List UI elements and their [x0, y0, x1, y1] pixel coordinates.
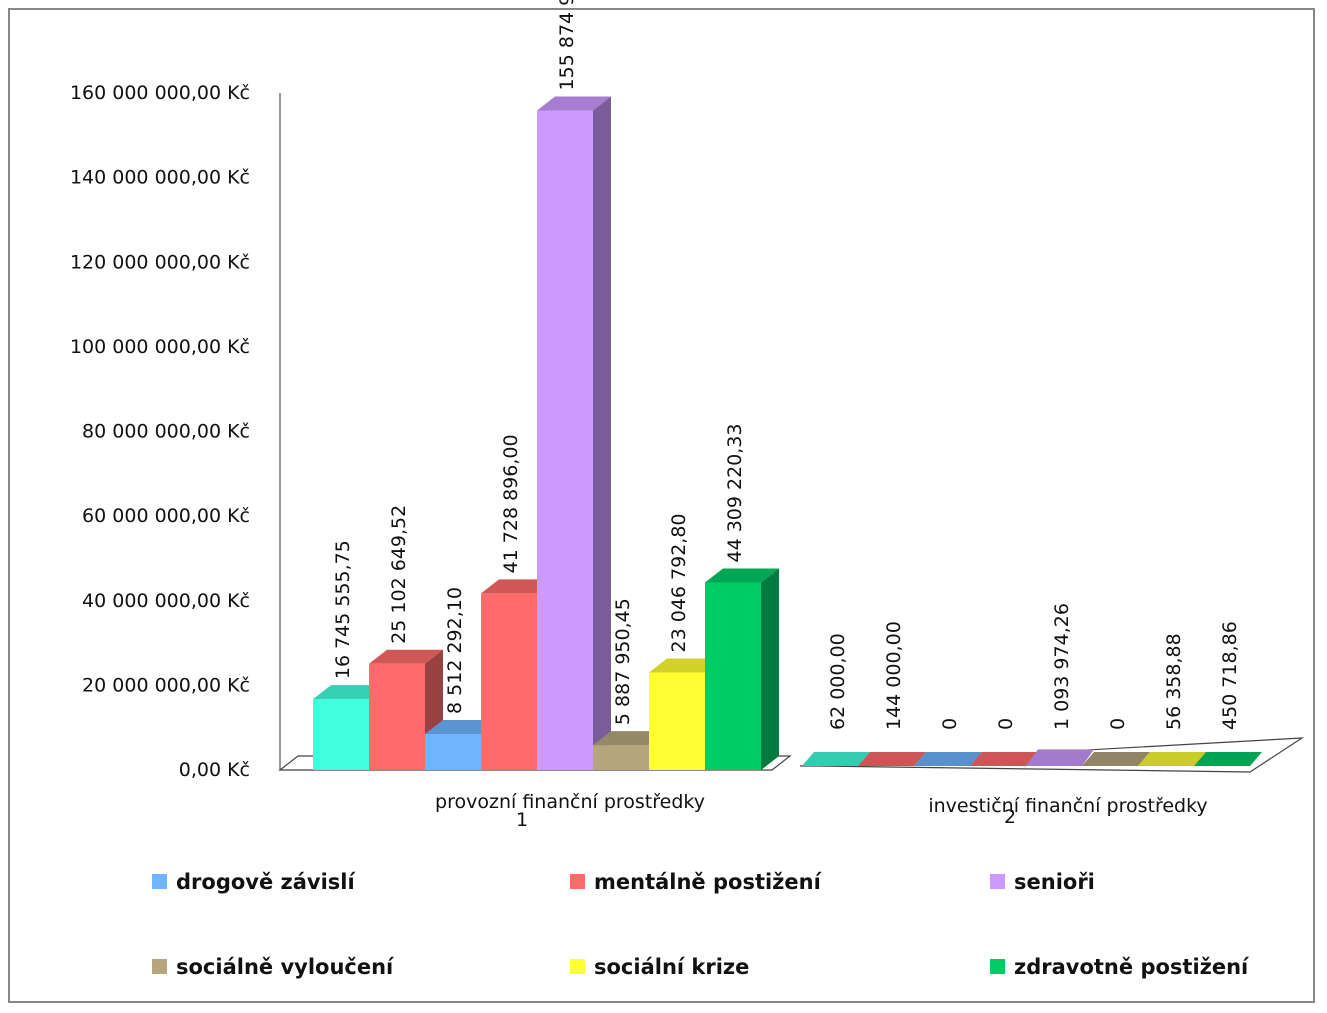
- data-label-cat2: 144 000,00: [883, 621, 905, 730]
- legend-item: sociální krize: [570, 955, 749, 979]
- bar-top: [313, 685, 387, 700]
- data-label-cat1: 5 887 950,45: [612, 598, 634, 725]
- data-label-cat2: 1 093 974,26: [1051, 603, 1073, 730]
- bar-cat2-series-5: [1082, 752, 1150, 766]
- bar-top: [369, 649, 443, 664]
- bar-cat1-series-4: [537, 96, 611, 771]
- bar-side: [593, 96, 611, 771]
- bar-front: [425, 733, 481, 770]
- bar-top: [858, 752, 926, 766]
- data-label-cat2: 56 358,88: [1163, 633, 1185, 730]
- legend-label: drogově závislí: [176, 870, 356, 894]
- legend-item: zdravotně postižení: [990, 955, 1250, 979]
- data-label-cat2: 0: [1107, 718, 1129, 730]
- data-label-cat1: 23 046 792,80: [668, 513, 690, 652]
- bar-top: [593, 731, 667, 746]
- bar-side: [761, 568, 779, 770]
- legend-swatch: [990, 874, 1005, 889]
- chart-frame: [8, 8, 1315, 1003]
- y-tick-label: 140 000 000,00 Kč: [70, 167, 250, 189]
- legend-item: mentálně postižení: [570, 870, 823, 894]
- bar-cat1-series-7: [705, 568, 779, 770]
- category-index-label: 2: [1004, 806, 1016, 828]
- legend-item: senioři: [990, 870, 1095, 894]
- y-tick-label: 100 000 000,00 Kč: [70, 336, 250, 358]
- data-label-cat1: 41 728 896,00: [500, 434, 522, 573]
- data-label-cat1: 44 309 220,33: [724, 424, 746, 563]
- bar-top: [1026, 749, 1094, 766]
- legend-label: senioři: [1014, 870, 1095, 894]
- data-label-cat2: 0: [995, 718, 1017, 730]
- legend-item: sociálně vyloučení: [152, 955, 395, 979]
- bar-front: [369, 663, 425, 770]
- data-label-cat1: 25 102 649,52: [388, 505, 410, 644]
- legend-label: zdravotně postižení: [1014, 955, 1250, 979]
- bar-top: [537, 96, 611, 111]
- bar-cat1-series-0: [313, 685, 387, 770]
- bar-top: [1138, 752, 1206, 766]
- y-tick-label: 20 000 000,00 Kč: [82, 674, 250, 696]
- data-label-cat2: 450 718,86: [1219, 621, 1241, 730]
- legend-swatch: [570, 874, 585, 889]
- bar-top: [481, 579, 555, 594]
- data-label-cat2: 62 000,00: [827, 633, 849, 730]
- legend-swatch: [152, 874, 167, 889]
- legend-item: drogově závislí: [152, 870, 356, 894]
- legend-label: sociální krize: [594, 955, 749, 979]
- y-tick-label: 60 000 000,00 Kč: [82, 505, 250, 527]
- legend-label: mentálně postižení: [594, 870, 823, 894]
- bar-cat2-series-0: [802, 752, 870, 766]
- bar-cat2-series-2: [914, 752, 982, 766]
- bar-front: [537, 110, 593, 771]
- y-tick-label: 120 000 000,00 Kč: [70, 251, 250, 273]
- bar-cat2-series-6: [1138, 752, 1206, 766]
- bar-top: [970, 752, 1038, 766]
- y-tick-label: 0,00 Kč: [179, 759, 250, 781]
- legend-swatch: [570, 959, 585, 974]
- bar-cat2-series-7: [1194, 752, 1262, 766]
- legend-swatch: [152, 959, 167, 974]
- bar-top: [802, 752, 870, 766]
- category-index-label: 1: [516, 809, 528, 831]
- legend-label: sociálně vyloučení: [176, 955, 395, 979]
- labels-layer: 16 745 555,75 25 102 649,52 8 512 292,10 41…: [332, 0, 1241, 831]
- bar-top: [914, 752, 982, 766]
- bars-layer: [313, 96, 1262, 771]
- bar-cat2-series-3: [970, 752, 1038, 766]
- y-tick-label: 40 000 000,00 Kč: [82, 590, 250, 612]
- bar-top: [1194, 752, 1262, 766]
- data-label-cat1: 16 745 555,75: [332, 540, 354, 679]
- bar-cat2-series-4: [1026, 749, 1094, 766]
- bar-top: [649, 658, 723, 673]
- data-label-cat2: 0: [939, 718, 961, 730]
- axes-layer: 0,00 Kč 20 000 000,00 Kč 40 000 000,00 Kč 6…: [70, 82, 1305, 781]
- y-tick-label: 80 000 000,00 Kč: [82, 421, 250, 443]
- bar-front: [313, 699, 369, 770]
- data-label-cat1: 8 512 292,10: [444, 587, 466, 714]
- bar-front: [593, 745, 649, 770]
- data-label-cat1: 155 874 975,05: [556, 0, 578, 90]
- bar-top: [425, 719, 499, 734]
- bar-front: [649, 672, 705, 770]
- category-label: investiční finanční prostředky: [928, 795, 1207, 817]
- y-tick-label: 160 000 000,00 Kč: [70, 82, 250, 104]
- legend-swatch: [990, 959, 1005, 974]
- bar-top: [1082, 752, 1150, 766]
- bar-front: [481, 593, 537, 770]
- bar-cat2-series-1: [858, 752, 926, 766]
- bar-top: [705, 568, 779, 583]
- bar-front: [705, 582, 761, 770]
- category-label: provozní finanční prostředky: [435, 791, 705, 813]
- legend-layer: drogově závislí mentálně postižení senioři…: [152, 870, 1250, 979]
